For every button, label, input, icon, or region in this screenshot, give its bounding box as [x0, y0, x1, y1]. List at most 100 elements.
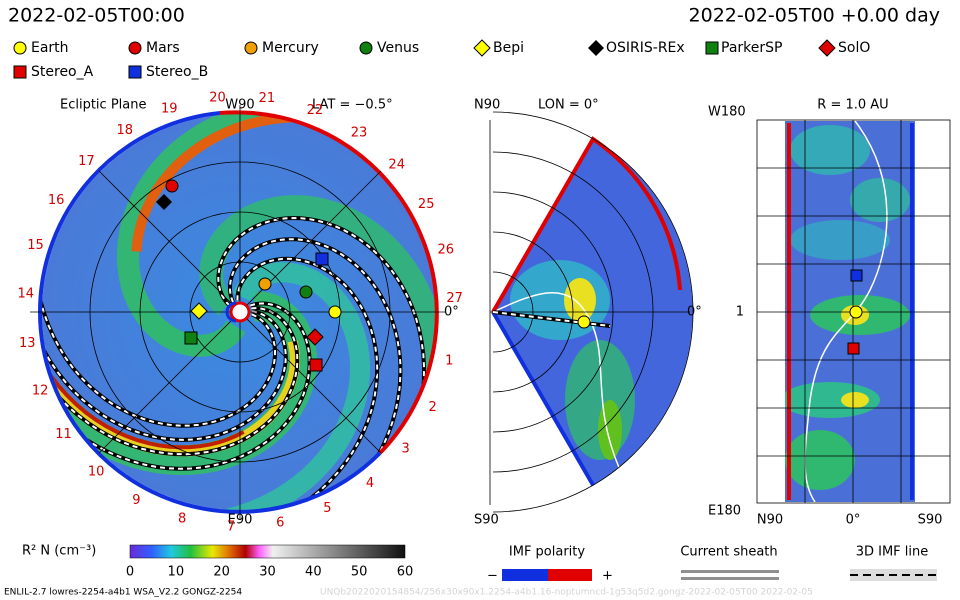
imf-line [217, 216, 426, 510]
x-label: S90 [918, 513, 943, 528]
marker-mars [128, 41, 142, 55]
sun [229, 301, 251, 323]
bottom-label: E90 [228, 513, 253, 528]
colorbar-tick-label: 50 [351, 565, 368, 580]
legend-label: Stereo_B [146, 64, 208, 80]
map-features [785, 121, 910, 502]
venus [299, 285, 313, 299]
legend-label: OSIRIS-REx [606, 40, 685, 56]
imf-line [186, 238, 402, 510]
longitude-label: 15 [27, 238, 44, 253]
legend-label: Mars [146, 40, 180, 56]
marker-bepi [473, 39, 491, 57]
longitude-label: 24 [388, 157, 405, 172]
longitude-label: 12 [32, 384, 49, 399]
legend-label: Bepi [493, 40, 524, 56]
lon-label: LON = 0° [538, 98, 599, 113]
top-label: N90 [474, 98, 500, 113]
colorbar-tick-label: 30 [259, 565, 276, 580]
marker-parker [705, 41, 719, 55]
top-label: W180 [708, 105, 746, 120]
marker-solo [818, 39, 836, 57]
earth [328, 305, 342, 319]
stereo-a [309, 358, 323, 372]
edge-red [787, 123, 791, 500]
longitude-label: 13 [19, 336, 36, 351]
longitude-label: 20 [209, 91, 226, 106]
longitude-label: 4 [366, 476, 374, 491]
density-arm [117, 114, 438, 357]
marker-venus [359, 41, 373, 55]
marker-earth [13, 41, 27, 55]
footer-right: UNQb2022020154854/256x30x90x1.2254-a4b1.… [320, 588, 813, 598]
longitude-label: 3 [402, 442, 410, 457]
imfline-title: 3D IMF line [856, 545, 929, 560]
polarity-plus: + [602, 569, 613, 584]
longitude-label: 16 [48, 193, 65, 208]
polarity-neg [502, 569, 548, 581]
imf-line [42, 182, 299, 456]
longitude-label: 18 [117, 123, 134, 138]
mars [165, 179, 179, 193]
longitude-label: 1 [445, 354, 453, 369]
imf-line [91, 257, 379, 510]
imf-line [492, 311, 611, 327]
sheath-line [681, 577, 779, 580]
longitude-label: 23 [351, 125, 368, 140]
earth [849, 305, 863, 319]
lat-label: LAT = −0.5° [312, 98, 393, 113]
top-label: W90 [225, 98, 254, 113]
longitude-label: 9 [132, 493, 140, 508]
x-label: 0° [846, 513, 861, 528]
longitude-label: 19 [161, 102, 178, 117]
imf-line [42, 130, 287, 441]
bepi [190, 302, 208, 320]
imf-line [42, 243, 311, 470]
panel-title: R = 1.0 AU [817, 98, 888, 113]
time-right: 2022-02-05T00 +0.00 day [689, 5, 940, 27]
stereo-b [315, 252, 329, 266]
rim-red [378, 232, 439, 455]
panel-title: Ecliptic Plane [60, 98, 146, 113]
bottom-label: E180 [708, 504, 741, 519]
stereo-b [850, 269, 863, 282]
longitude-label: 17 [78, 154, 95, 169]
legend-label: Stereo_A [31, 64, 94, 80]
sphere-panel: R = 1.0 AU W180 1 E180 N90 0° S90 [708, 98, 951, 528]
colorbar-tick-label: 40 [305, 565, 322, 580]
colorbar-tick-label: 0 [126, 565, 134, 580]
colorbar-tick-label: 10 [168, 565, 185, 580]
solo [306, 328, 324, 346]
meridional-panel: N90 LON = 0° 0° S90 [474, 98, 702, 528]
legend-label: Earth [31, 40, 69, 56]
bottom-label: S90 [474, 513, 499, 528]
longitude-label: 14 [18, 287, 35, 302]
legend-label: Venus [377, 40, 419, 56]
mid-label: 1 [736, 305, 744, 320]
east-label: 0° [687, 305, 702, 320]
longitude-label: 10 [88, 464, 105, 479]
rim-blue [38, 111, 221, 313]
footer-left: ENLIL-2.7 lowres-2254-a4b1 WSA_V2.2 GONG… [4, 588, 242, 598]
edge-blue [910, 123, 914, 500]
sheath-line [681, 570, 779, 573]
east-label: 0° [444, 305, 459, 320]
longitude-label: 5 [323, 501, 331, 516]
stereo-a [847, 342, 860, 355]
longitude-label: 21 [259, 91, 276, 106]
wedge-rim [491, 310, 595, 487]
ecliptic-panel: Ecliptic Plane W90 LAT = −0.5° 0° E90 12… [18, 91, 463, 535]
rim-blue [219, 451, 382, 514]
sheath-title: Current sheath [680, 545, 777, 560]
wedge-rim [491, 136, 682, 314]
parker [184, 331, 198, 345]
polarity-pos [548, 569, 592, 581]
marker-osiris [588, 40, 604, 56]
colorbar-tick-label: 60 [397, 565, 414, 580]
longitude-label: 22 [307, 103, 324, 118]
legend: Earth Mars Mercury Venus Bepi OSIRIS-REx… [13, 39, 870, 80]
imf-title: IMF polarity [509, 545, 585, 560]
grid [756, 119, 951, 504]
longitude-label: 26 [438, 242, 455, 257]
longitude-label: 27 [446, 291, 463, 306]
